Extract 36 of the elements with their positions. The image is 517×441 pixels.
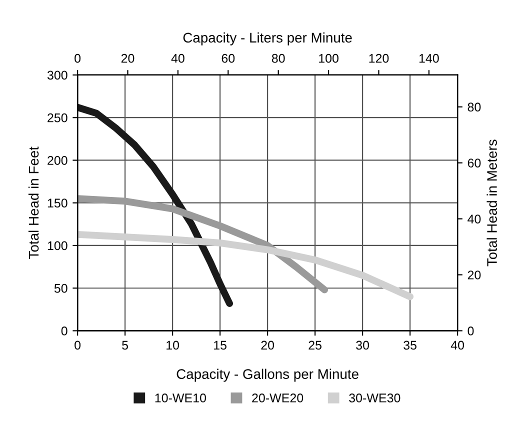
x2-tick-label: 0 <box>74 54 81 63</box>
legend-label: 30-WE30 <box>349 394 400 402</box>
x-tick-label: 0 <box>74 340 81 350</box>
y-tick-label: 0 <box>61 326 68 336</box>
legend-label: 10-WE10 <box>155 394 206 402</box>
x-tick-label: 30 <box>356 340 370 350</box>
x-tick-label: 5 <box>122 340 128 350</box>
y2-tick-label: 60 <box>468 158 481 168</box>
x-tick-label: 25 <box>308 340 322 350</box>
x2-tick-label: 140 <box>419 54 439 63</box>
y-tick-label: 50 <box>54 284 68 293</box>
x2-tick-label: 120 <box>369 54 389 63</box>
y-tick-label: 150 <box>48 198 68 208</box>
x-tick-label: 40 <box>450 340 464 350</box>
y-tick-label: 250 <box>48 113 68 122</box>
y-axis-title: Total Head in Feet <box>28 146 39 259</box>
x-tick-label: 35 <box>404 340 416 350</box>
x2-tick-label: 40 <box>171 54 184 63</box>
y-tick-label: 200 <box>48 156 68 165</box>
x2-tick-label: 60 <box>222 54 235 63</box>
legend-label: 20-WE20 <box>252 394 304 402</box>
x2-tick-label: 80 <box>272 54 285 63</box>
y2-axis-title: Total Head in Meters <box>486 140 497 266</box>
y2-tick-label: 0 <box>468 326 474 336</box>
x-tick-label: 15 <box>214 340 226 350</box>
y-tick-label: 300 <box>47 70 68 80</box>
x2-tick-label: 100 <box>319 54 338 63</box>
x-tick-label: 10 <box>166 340 180 350</box>
y-tick-label: 100 <box>48 241 68 250</box>
y2-tick-label: 20 <box>468 270 481 280</box>
x-tick-label: 20 <box>261 340 274 350</box>
x2-axis-title: Capacity - Liters per Minute <box>183 32 352 46</box>
x-axis-title: Capacity - Gallons per Minute <box>176 368 358 382</box>
y2-tick-label: 80 <box>468 102 481 112</box>
x2-tick-label: 20 <box>121 54 134 63</box>
y2-tick-label: 40 <box>468 214 481 224</box>
